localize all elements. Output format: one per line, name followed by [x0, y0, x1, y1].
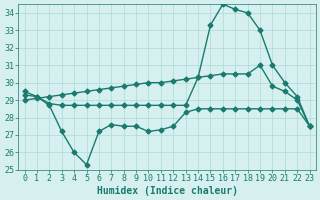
- X-axis label: Humidex (Indice chaleur): Humidex (Indice chaleur): [97, 186, 237, 196]
